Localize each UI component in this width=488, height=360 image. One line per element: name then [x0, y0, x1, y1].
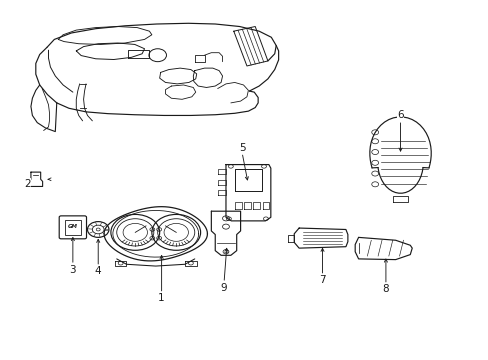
Text: 4: 4	[95, 266, 102, 276]
Text: 2: 2	[24, 179, 31, 189]
Text: 8: 8	[382, 284, 388, 294]
Text: 3: 3	[69, 265, 76, 275]
Text: 7: 7	[319, 275, 325, 285]
Text: 1: 1	[158, 293, 164, 303]
Text: 6: 6	[396, 111, 403, 121]
Text: 9: 9	[220, 283, 227, 293]
Text: GM: GM	[68, 225, 78, 229]
Text: 5: 5	[238, 143, 245, 153]
